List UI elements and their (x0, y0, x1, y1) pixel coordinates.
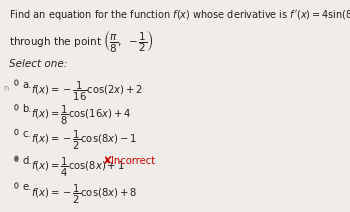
Text: Find an equation for the function $f(x)$ whose derivative is $f'(x) = 4\sin(8x)$: Find an equation for the function $f(x)$… (9, 8, 350, 22)
Text: b.: b. (22, 104, 32, 114)
Text: c.: c. (22, 129, 31, 139)
Text: Select one:: Select one: (9, 59, 68, 69)
Text: $f(x) = -\dfrac{1}{2}\cos(8x) + 8$: $f(x) = -\dfrac{1}{2}\cos(8x) + 8$ (30, 182, 137, 205)
Text: $f(x) = \dfrac{1}{8}\cos(16x) + 4$: $f(x) = \dfrac{1}{8}\cos(16x) + 4$ (30, 104, 131, 127)
Text: $f(x) = \dfrac{1}{4}\cos(8x) + 1$: $f(x) = \dfrac{1}{4}\cos(8x) + 1$ (30, 156, 124, 179)
Text: $f(x) = -\dfrac{1}{2}\cos(8x) - 1$: $f(x) = -\dfrac{1}{2}\cos(8x) - 1$ (30, 129, 136, 152)
Text: n: n (4, 84, 9, 93)
Text: a.: a. (22, 80, 32, 89)
Text: ✘: ✘ (103, 156, 113, 166)
Text: e.: e. (22, 182, 32, 192)
Text: Incorrect: Incorrect (111, 156, 155, 166)
Text: d.: d. (22, 156, 32, 166)
Text: $f(x) = -\dfrac{1}{16}\cos(2x) + 2$: $f(x) = -\dfrac{1}{16}\cos(2x) + 2$ (30, 80, 143, 103)
Text: through the point $\left(\dfrac{\pi}{8},\ -\dfrac{1}{2}\right)$: through the point $\left(\dfrac{\pi}{8},… (9, 28, 154, 54)
Circle shape (16, 158, 17, 160)
